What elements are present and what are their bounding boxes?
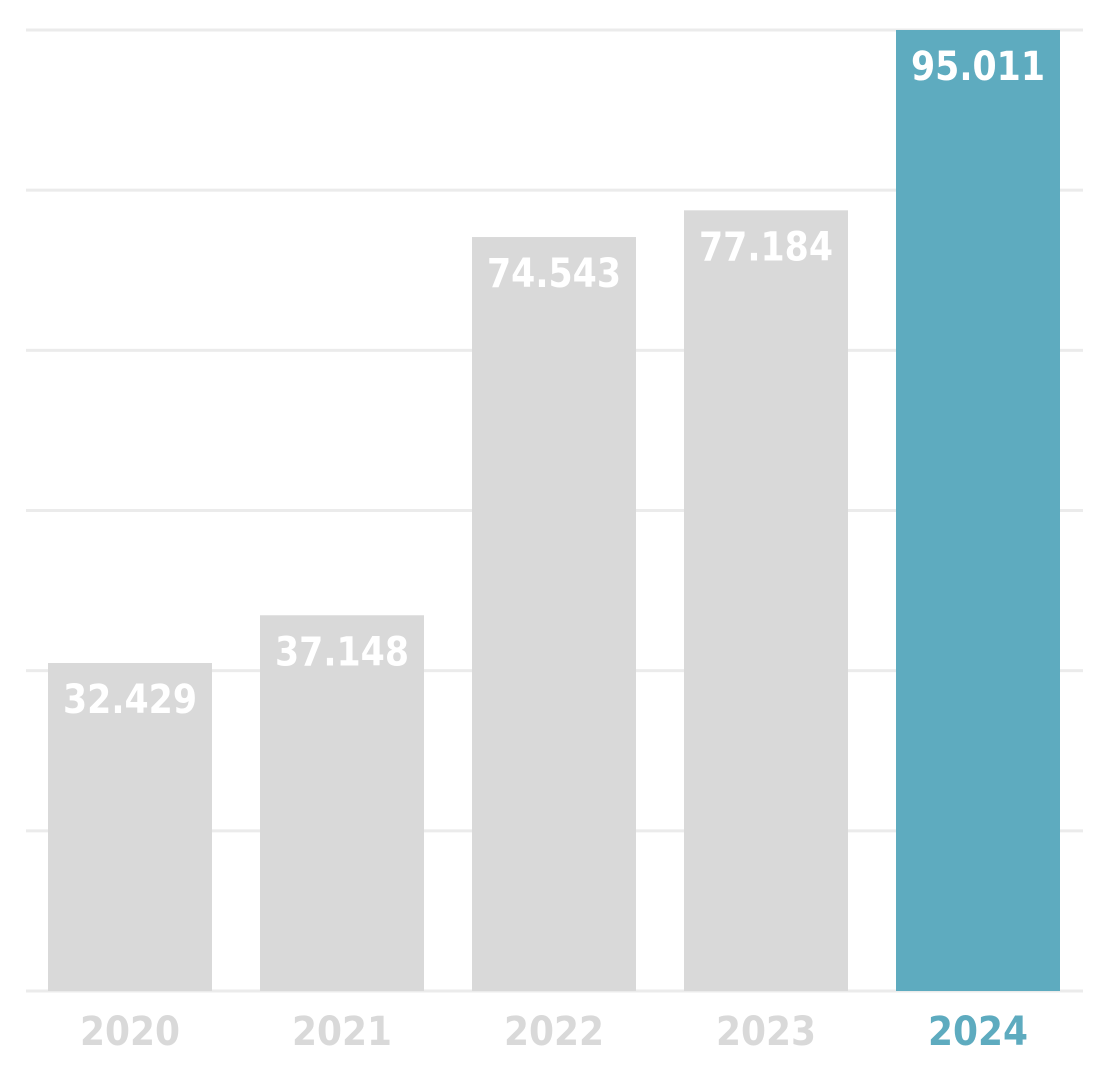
bar-2021 xyxy=(260,615,424,991)
bar-2023 xyxy=(684,210,848,991)
category-label-2021: 2021 xyxy=(292,1009,392,1055)
bars xyxy=(48,30,1060,991)
value-label-2021: 37.148 xyxy=(275,629,409,675)
bar-2024 xyxy=(896,30,1060,991)
value-labels: 32.429 37.148 74.543 77.184 95.011 xyxy=(63,44,1045,723)
category-label-2020: 2020 xyxy=(80,1009,180,1055)
value-label-2023: 77.184 xyxy=(699,224,833,270)
bar-2020 xyxy=(48,662,212,991)
value-label-2020: 32.429 xyxy=(63,677,197,723)
value-label-2022: 74.543 xyxy=(487,251,621,297)
category-label-2023: 2023 xyxy=(716,1009,816,1055)
category-labels: 2020 2021 2022 2023 2024 xyxy=(80,1009,1028,1055)
category-label-2024: 2024 xyxy=(928,1009,1028,1055)
category-label-2022: 2022 xyxy=(504,1009,604,1055)
bar-2022 xyxy=(472,237,636,991)
value-label-2024: 95.011 xyxy=(911,44,1045,90)
